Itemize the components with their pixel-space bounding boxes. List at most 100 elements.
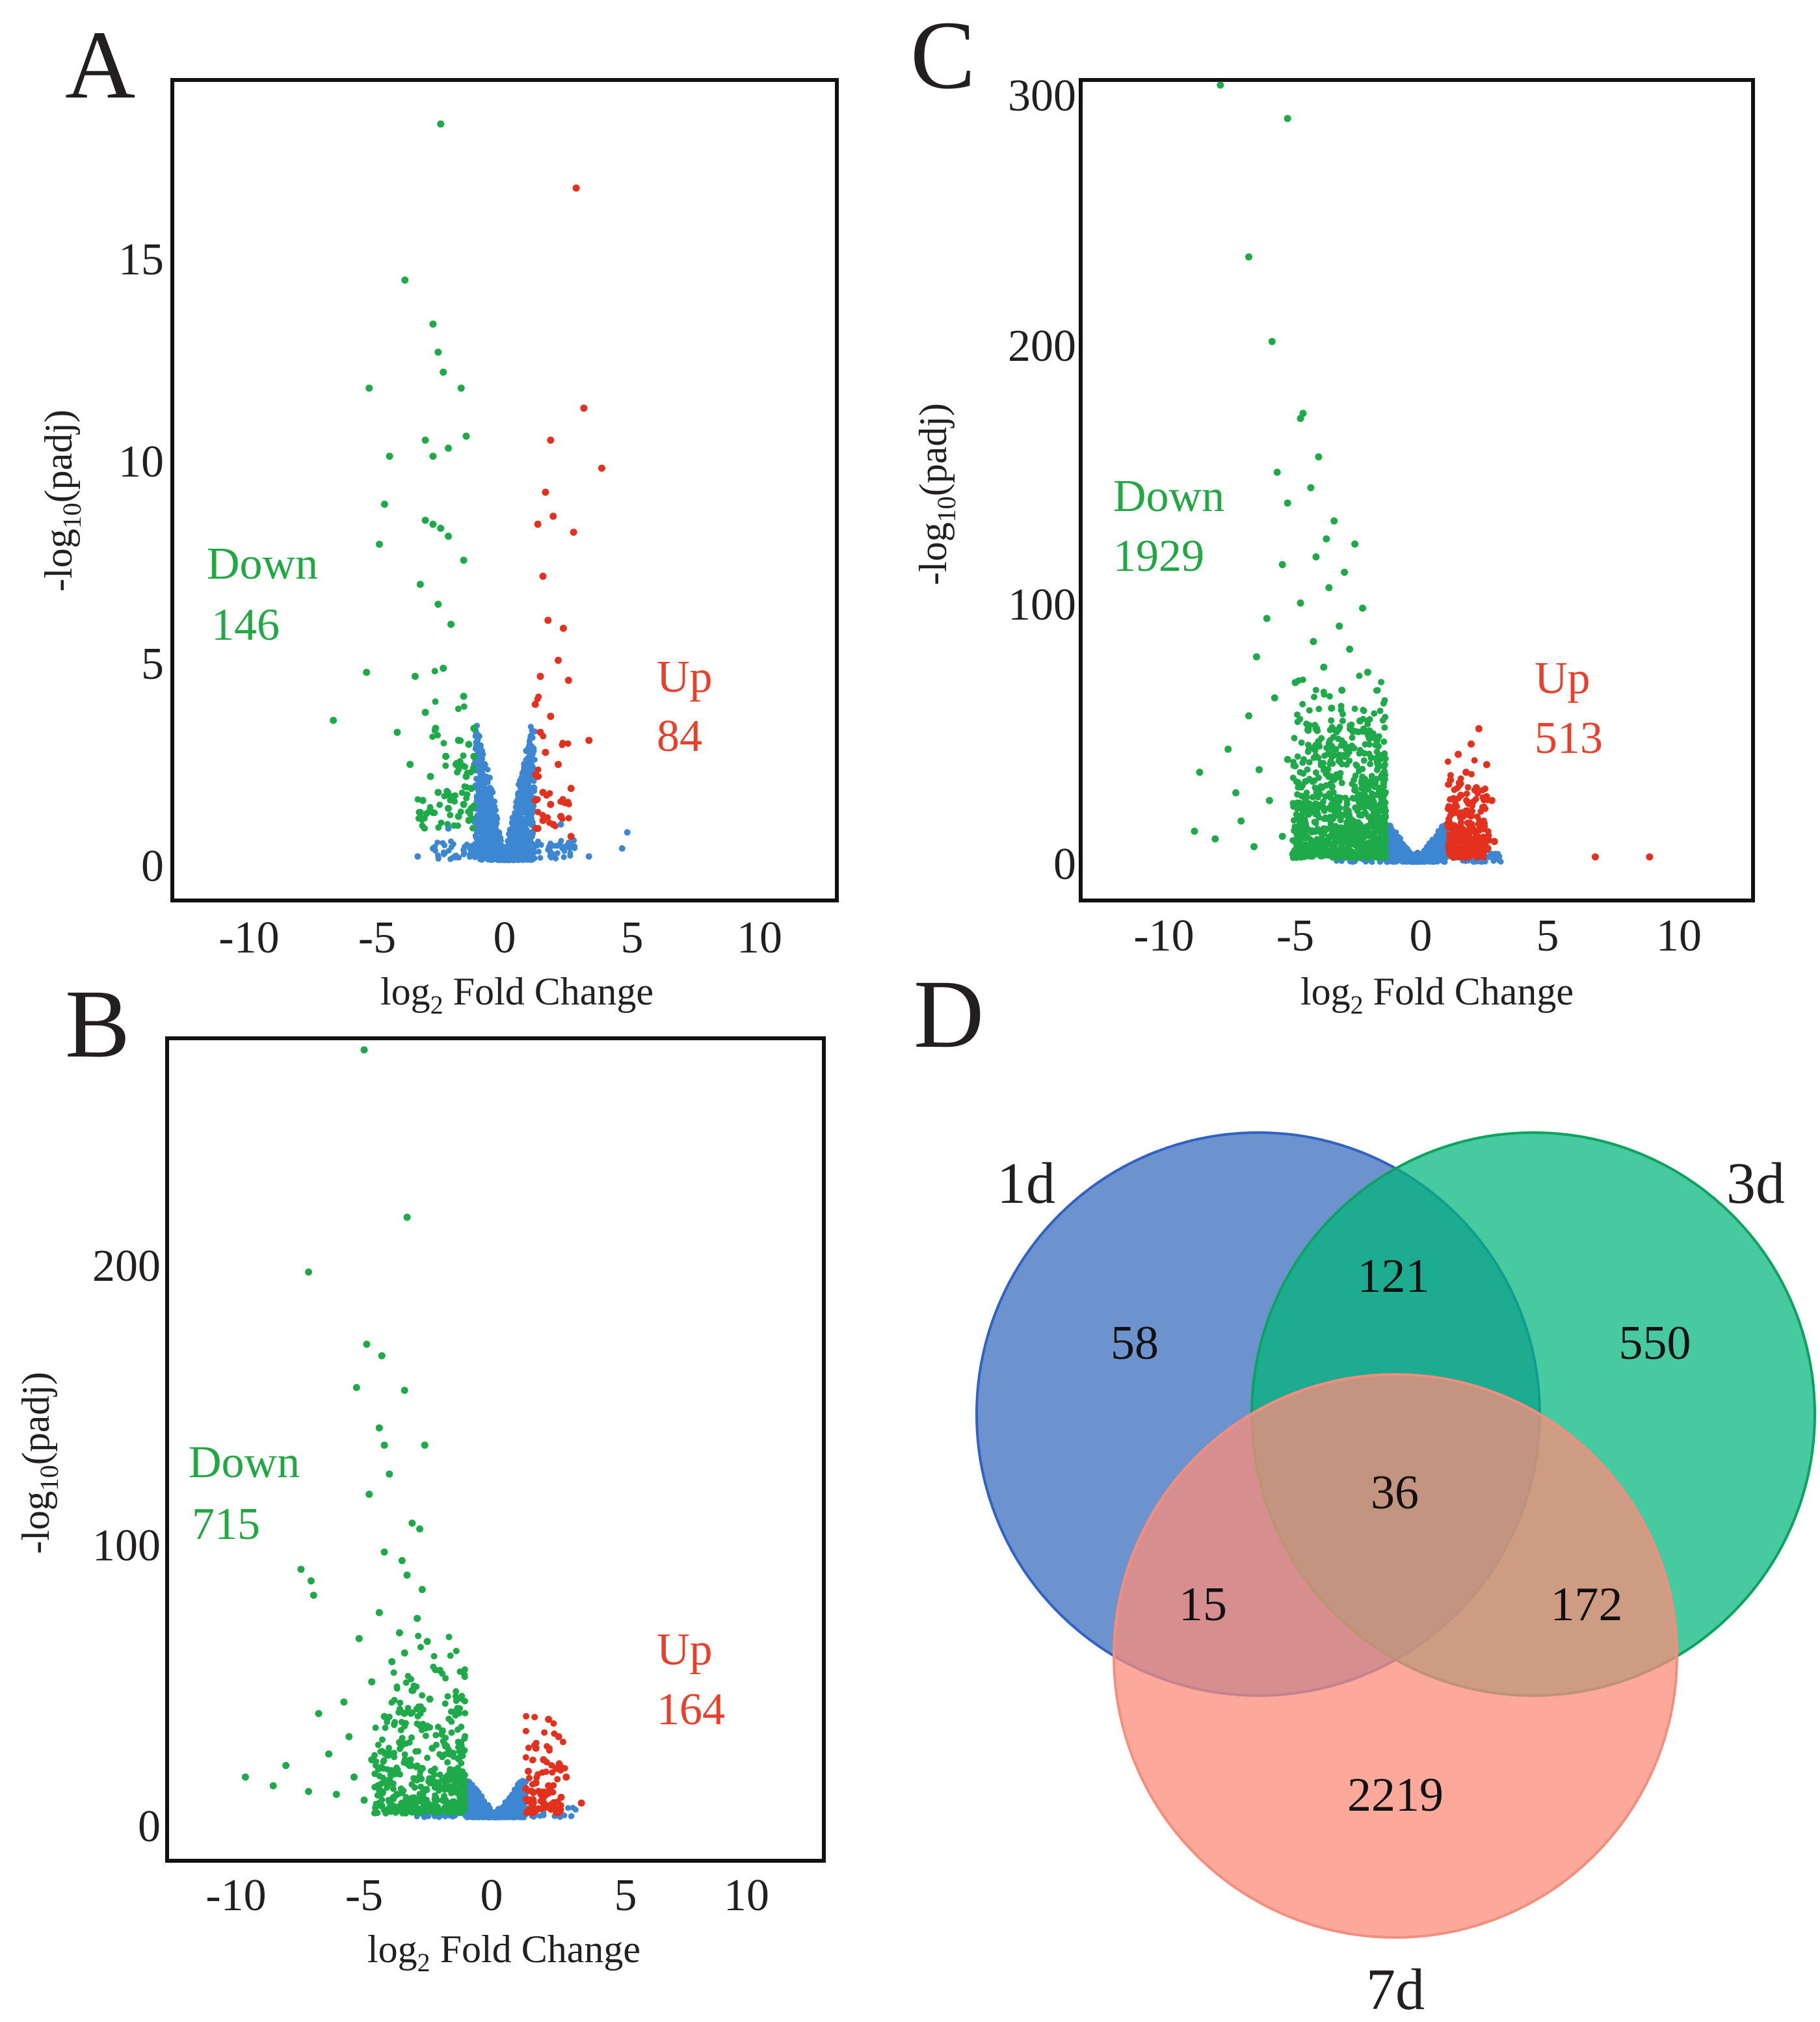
down-point <box>434 600 442 608</box>
ns-point <box>1393 836 1399 843</box>
ns-point <box>485 776 491 783</box>
up-point <box>542 748 549 756</box>
ns-point <box>528 742 534 749</box>
down-point <box>402 1709 409 1716</box>
up-count-a: 84 <box>657 711 702 761</box>
ns-point <box>488 833 494 839</box>
up-point <box>539 817 547 824</box>
down-point <box>463 794 470 802</box>
down-point <box>460 703 468 710</box>
ns-point <box>529 755 535 761</box>
down-point <box>436 1771 443 1778</box>
y-tick-label: 0 <box>138 1802 161 1852</box>
down-point <box>305 1268 312 1276</box>
down-point <box>401 1649 408 1657</box>
down-point <box>469 824 476 832</box>
up-point <box>525 1809 533 1816</box>
down-point <box>438 1727 446 1735</box>
down-point <box>434 348 442 356</box>
x-tick-label: -10 <box>205 1871 266 1921</box>
down-point <box>375 1424 383 1432</box>
down-point <box>368 1678 376 1686</box>
down-point <box>388 1699 395 1706</box>
down-point <box>297 1566 305 1573</box>
down-point <box>429 321 437 328</box>
down-point <box>408 1675 414 1683</box>
down-point <box>434 1779 442 1787</box>
ns-point <box>445 825 452 832</box>
down-point <box>416 581 424 588</box>
up-point <box>539 789 547 796</box>
down-point <box>386 1776 393 1784</box>
y-axis-label-b: -log10(padj) <box>14 1372 64 1554</box>
ns-point <box>554 843 561 849</box>
down-point <box>315 1710 323 1718</box>
down-point <box>393 728 401 736</box>
down-point <box>384 1752 391 1759</box>
ns-point <box>475 787 482 794</box>
up-point <box>531 796 539 804</box>
down-point <box>1312 687 1319 694</box>
up-point <box>527 1796 534 1804</box>
down-point <box>421 436 429 444</box>
down-point <box>447 1708 455 1715</box>
up-point <box>549 821 557 828</box>
down-point <box>461 1747 468 1754</box>
up-point <box>525 1767 532 1775</box>
ns-point <box>528 732 534 739</box>
down-point <box>456 1705 464 1712</box>
ns-point <box>479 782 486 789</box>
down-point <box>423 810 430 817</box>
down-point <box>447 811 454 819</box>
down-point <box>398 1556 406 1564</box>
ns-point <box>469 1794 476 1801</box>
down-point <box>440 740 447 747</box>
up-point <box>564 676 572 684</box>
up-point <box>555 761 562 768</box>
up-point <box>585 737 593 744</box>
down-point <box>395 1739 403 1746</box>
y-tick-label: 15 <box>118 235 164 285</box>
down-point <box>461 1805 468 1812</box>
up-point <box>540 1800 547 1807</box>
down-point <box>241 1773 249 1781</box>
down-point <box>340 1698 348 1706</box>
ns-point <box>624 829 631 836</box>
ns-point <box>435 855 442 861</box>
down-point <box>380 501 388 508</box>
x-tick-label: 0 <box>481 1871 503 1921</box>
down-point <box>445 1633 453 1640</box>
down-point <box>426 1695 434 1703</box>
down-point <box>332 1791 340 1798</box>
down-point <box>310 1592 317 1599</box>
down-point <box>391 1805 398 1813</box>
ns-point <box>561 854 567 860</box>
down-point <box>442 1796 449 1804</box>
ns-point <box>442 842 448 848</box>
down-point <box>378 1802 386 1810</box>
down-point <box>1371 710 1378 717</box>
down-point <box>423 1785 430 1792</box>
down-point <box>424 1722 431 1729</box>
ns-point <box>516 794 523 800</box>
ns-point <box>525 749 532 755</box>
ns-point <box>442 850 448 856</box>
ns-point <box>505 838 512 845</box>
ns-point <box>471 847 477 853</box>
ns-point <box>429 845 436 852</box>
down-point <box>363 1341 371 1348</box>
ns-point <box>585 853 592 860</box>
down-point <box>380 1441 388 1449</box>
ns-point <box>509 857 516 863</box>
down-point <box>391 1720 398 1727</box>
up-point <box>567 785 575 793</box>
down-point <box>386 453 393 460</box>
down-count-a: 146 <box>211 600 280 650</box>
down-point <box>380 1713 388 1720</box>
down-point <box>416 1721 423 1729</box>
ns-point <box>524 811 531 817</box>
down-point <box>456 1793 464 1801</box>
down-point <box>365 1490 373 1498</box>
up-point <box>552 1765 560 1772</box>
up-point <box>557 798 564 805</box>
